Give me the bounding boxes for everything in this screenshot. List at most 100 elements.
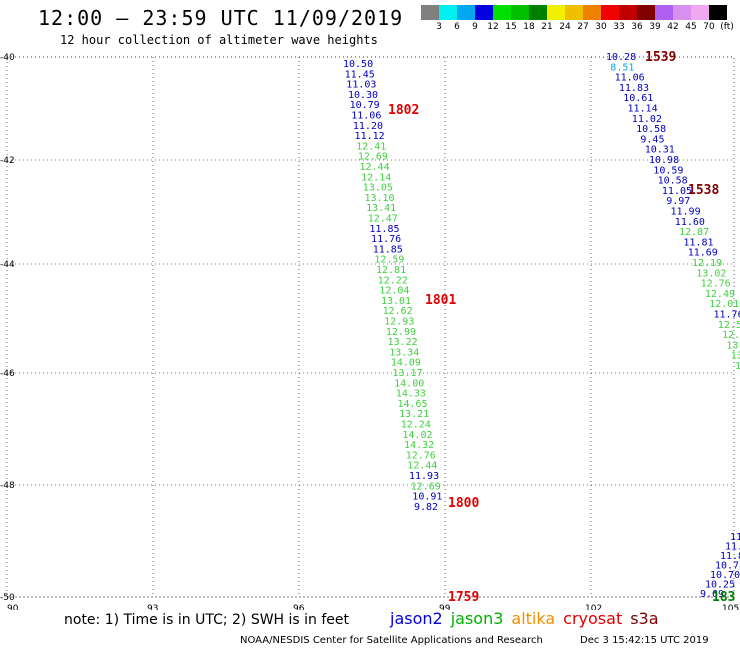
- satellite-cryosat: cryosat: [563, 609, 623, 628]
- swh-value: 10.31: [645, 145, 675, 156]
- legend-swatch: [709, 5, 727, 20]
- swh-value: 11.14: [628, 104, 658, 115]
- longitude-label: 105: [722, 604, 739, 610]
- swh-value: 12.01: [709, 299, 739, 310]
- legend-swatch: [691, 5, 709, 20]
- swh-value: 11.06: [615, 73, 645, 84]
- swh-value: 12.47: [368, 214, 398, 225]
- legend-swatch: [511, 5, 529, 20]
- swh-value: 11.03: [346, 80, 376, 91]
- legend-swatch: [583, 5, 601, 20]
- swh-value: 11.6: [725, 542, 740, 553]
- satellite-legend: jason2 jason3 altika cryosat s3a: [390, 609, 667, 628]
- swh-value: 14.32: [404, 440, 434, 451]
- swh-value: 10.25: [705, 580, 735, 591]
- credit-line: NOAA/NESDIS Center for Satellite Applica…: [240, 635, 543, 646]
- satellite-jason2: jason2: [390, 609, 443, 628]
- swh-value: 10.79: [350, 100, 380, 111]
- satellite-altika: altika: [511, 609, 556, 628]
- swh-value: 12.04: [379, 286, 409, 297]
- legend-label: 9: [472, 22, 478, 32]
- swh-value: 13.9: [726, 340, 740, 351]
- legend-label: 70: [703, 22, 715, 32]
- satellite-s3a: s3a: [630, 609, 659, 628]
- legend-label: 21: [541, 22, 553, 32]
- generation-timestamp: Dec 3 15:42:15 UTC 2019: [580, 635, 709, 646]
- swh-value: 10.58: [636, 124, 666, 135]
- swh-value: 11.81: [683, 237, 713, 248]
- swh-value: 11.02: [632, 114, 662, 125]
- swh-value: 11.76: [714, 310, 740, 321]
- legend-swatch: [637, 5, 655, 20]
- swh-value: 12.87: [679, 227, 709, 238]
- swh-value: 12.99: [386, 327, 416, 338]
- swh-value: 12.76: [701, 279, 731, 290]
- legend-label: 12: [487, 22, 499, 32]
- swh-value: 11.05: [662, 186, 692, 197]
- swh-value: 12.59: [718, 320, 740, 331]
- legend-swatch: [673, 5, 691, 20]
- time-label: 183: [712, 590, 735, 605]
- swh-value: 12.44: [360, 162, 390, 173]
- swh-value: 12.69: [358, 152, 388, 163]
- time-label: 1538: [688, 183, 719, 198]
- swh-value: 11.60: [675, 217, 705, 228]
- legend-label: 18: [523, 22, 535, 32]
- swh-value: 11.20: [353, 121, 383, 132]
- swh-value: 9.45: [640, 134, 664, 145]
- swh-value: 10.91: [412, 492, 442, 503]
- map-title: 12:00 — 23:59 UTC 11/09/2019: [38, 6, 404, 30]
- swh-value: 12.24: [401, 420, 431, 431]
- swh-value: 10.30: [348, 90, 378, 101]
- swh-value: 11.85: [369, 224, 399, 235]
- swh-value: 11.06: [351, 111, 381, 122]
- swh-value: 11.45: [345, 69, 375, 80]
- latitude-label: -40: [0, 53, 15, 63]
- swh-value: 12.76: [406, 450, 436, 461]
- swh-value: 11.93: [409, 471, 439, 482]
- time-label: 1802: [388, 103, 419, 118]
- time-label: 1801: [425, 293, 456, 308]
- swh-value: 14.09: [391, 358, 421, 369]
- footnote: note: 1) Time is in UTC; 2) SWH is in fe…: [64, 612, 350, 628]
- swh-value: 12.49: [705, 289, 735, 300]
- legend-swatch: [547, 5, 565, 20]
- swh-value: 9.97: [666, 196, 690, 207]
- latitude-label: -46: [0, 369, 15, 379]
- swh-value: 13.21: [399, 409, 429, 420]
- swh-value: 13.9: [731, 351, 740, 362]
- longitude-label: 102: [585, 604, 602, 610]
- swh-value: 12.81: [376, 265, 406, 276]
- swh-value: 10.58: [658, 176, 688, 187]
- swh-value: 12.44: [407, 461, 437, 472]
- legend-label: 33: [613, 22, 625, 32]
- swh-value: 13.22: [388, 337, 418, 348]
- swh-value: 11: [730, 532, 740, 543]
- swh-value: 12.69: [411, 481, 441, 492]
- swh-value: 13.41: [366, 203, 396, 214]
- legend-label: (ft): [720, 22, 734, 32]
- legend-label: 39: [649, 22, 661, 32]
- legend-label: 3: [436, 22, 442, 32]
- swh-value: 11.12: [355, 131, 385, 142]
- swh-value: 10.98: [649, 155, 679, 166]
- swh-value: 9.82: [414, 502, 438, 513]
- swh-value: 14.33: [396, 389, 426, 400]
- legend-label: 45: [685, 22, 697, 32]
- swh-value: 11.69: [688, 248, 718, 259]
- swh-value: 12.59: [374, 255, 404, 266]
- legend-swatch: [457, 5, 475, 20]
- time-label: 1759: [448, 590, 479, 605]
- swh-value: 10.70: [710, 570, 740, 581]
- swh-value: 11.85: [373, 244, 403, 255]
- color-legend: [421, 5, 727, 20]
- legend-swatch: [439, 5, 457, 20]
- legend-label: 15: [505, 22, 517, 32]
- legend-swatch: [493, 5, 511, 20]
- time-label: 1800: [448, 496, 479, 511]
- swh-value: 14.02: [402, 430, 432, 441]
- swh-value: 13.10: [364, 193, 394, 204]
- swh-value: 13.05: [363, 183, 393, 194]
- legend-label: 27: [577, 22, 589, 32]
- swh-value: 12.93: [384, 317, 414, 328]
